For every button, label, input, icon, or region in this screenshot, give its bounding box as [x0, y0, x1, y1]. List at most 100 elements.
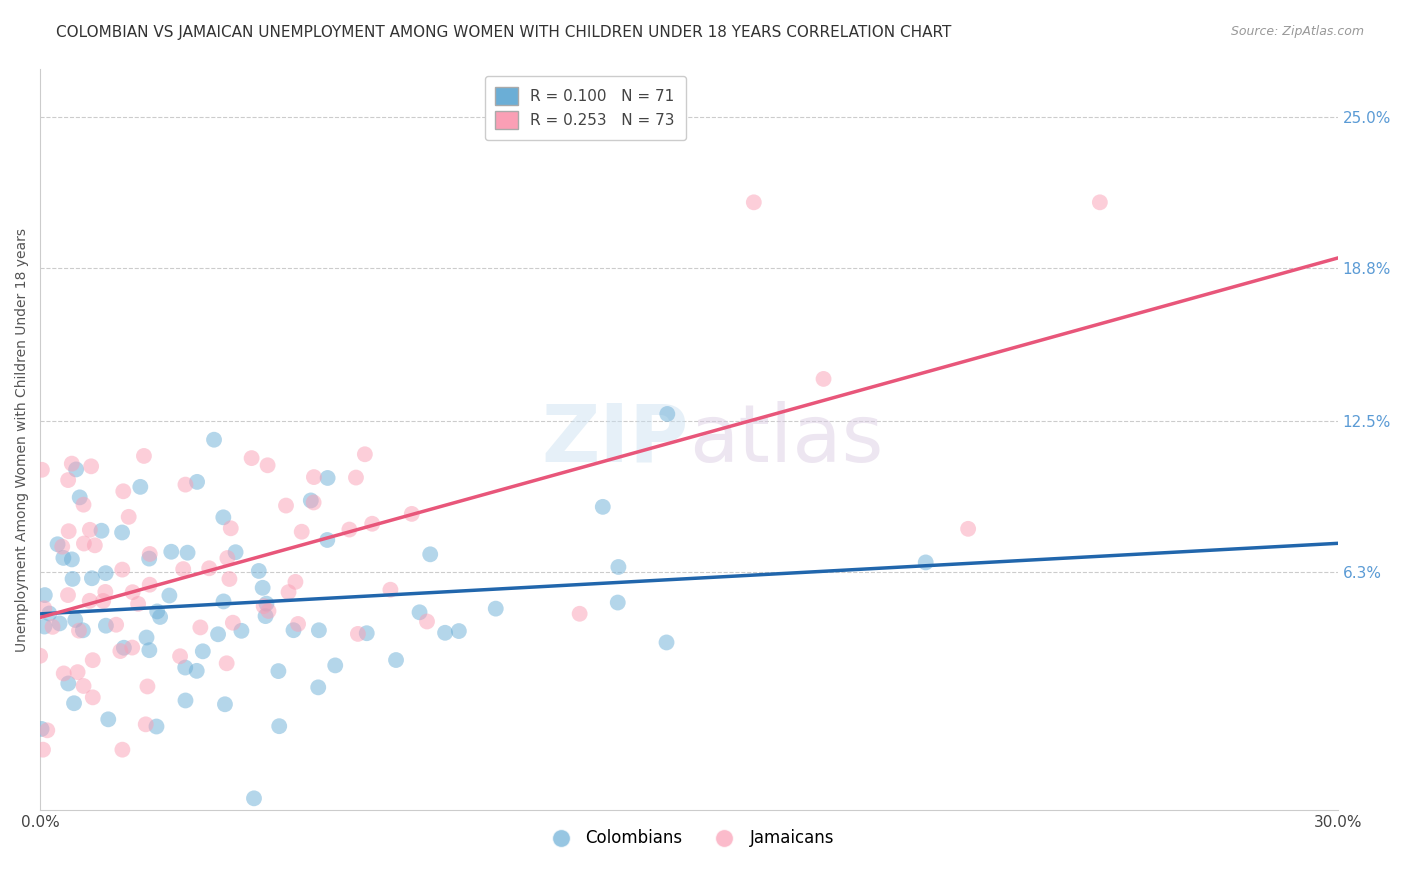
- Point: [38, 607, 60, 621]
- Point: [212, 594, 235, 608]
- Point: [48, 616, 70, 631]
- Point: [111, 742, 134, 756]
- Point: [52, 550, 75, 565]
- Point: [299, 493, 322, 508]
- Point: [72, 679, 94, 693]
- Point: [606, 595, 628, 609]
- Point: [316, 533, 339, 547]
- Point: [80, 571, 103, 585]
- Point: [31, 722, 53, 736]
- Point: [34, 619, 56, 633]
- Point: [82, 653, 104, 667]
- Point: [323, 658, 346, 673]
- Point: [212, 510, 235, 524]
- Point: [94, 566, 117, 581]
- Point: [252, 581, 274, 595]
- Point: [253, 599, 276, 614]
- Point: [231, 624, 253, 638]
- Point: [434, 625, 457, 640]
- Point: [138, 578, 160, 592]
- Point: [207, 627, 229, 641]
- Text: ZIP: ZIP: [541, 401, 689, 478]
- Text: COLOMBIAN VS JAMAICAN UNEMPLOYMENT AMONG WOMEN WITH CHILDREN UNDER 18 YEARS CORR: COLOMBIAN VS JAMAICAN UNEMPLOYMENT AMONG…: [56, 25, 952, 40]
- Point: [957, 522, 980, 536]
- Point: [188, 620, 211, 634]
- Point: [121, 585, 143, 599]
- Point: [160, 545, 183, 559]
- Point: [291, 524, 314, 539]
- Point: [46, 537, 69, 551]
- Point: [287, 616, 309, 631]
- Point: [58, 524, 80, 539]
- Point: [254, 609, 277, 624]
- Point: [243, 791, 266, 805]
- Point: [174, 660, 197, 674]
- Point: [41, 620, 63, 634]
- Point: [385, 653, 408, 667]
- Point: [202, 433, 225, 447]
- Point: [813, 372, 835, 386]
- Point: [69, 491, 91, 505]
- Point: [135, 631, 157, 645]
- Point: [118, 509, 141, 524]
- Point: [72, 624, 94, 638]
- Point: [283, 624, 305, 638]
- Point: [655, 635, 678, 649]
- Point: [256, 458, 278, 473]
- Point: [52, 666, 75, 681]
- Point: [79, 594, 101, 608]
- Point: [149, 610, 172, 624]
- Point: [110, 644, 132, 658]
- Point: [447, 624, 470, 638]
- Point: [186, 475, 208, 489]
- Point: [169, 649, 191, 664]
- Point: [83, 538, 105, 552]
- Point: [94, 618, 117, 632]
- Point: [94, 585, 117, 599]
- Point: [138, 643, 160, 657]
- Point: [485, 601, 508, 615]
- Point: [129, 480, 152, 494]
- Point: [356, 626, 378, 640]
- Point: [145, 719, 167, 733]
- Point: [82, 690, 104, 705]
- Point: [66, 665, 89, 680]
- Point: [742, 195, 765, 210]
- Point: [198, 561, 221, 575]
- Point: [657, 407, 679, 421]
- Point: [914, 556, 936, 570]
- Point: [105, 617, 128, 632]
- Point: [269, 719, 291, 733]
- Point: [146, 604, 169, 618]
- Point: [176, 546, 198, 560]
- Point: [65, 462, 87, 476]
- Point: [30, 648, 52, 663]
- Point: [219, 521, 242, 535]
- Point: [174, 693, 197, 707]
- Point: [111, 525, 134, 540]
- Point: [186, 664, 208, 678]
- Point: [72, 498, 94, 512]
- Point: [32, 601, 55, 615]
- Point: [222, 615, 245, 630]
- Point: [60, 457, 83, 471]
- Point: [34, 588, 56, 602]
- Point: [56, 473, 79, 487]
- Point: [568, 607, 591, 621]
- Point: [354, 447, 377, 461]
- Point: [56, 588, 79, 602]
- Point: [112, 640, 135, 655]
- Point: [361, 516, 384, 531]
- Point: [257, 604, 280, 618]
- Point: [225, 545, 247, 559]
- Point: [97, 712, 120, 726]
- Point: [380, 582, 402, 597]
- Point: [73, 536, 96, 550]
- Point: [408, 605, 430, 619]
- Point: [51, 540, 73, 554]
- Point: [58, 676, 80, 690]
- Point: [1088, 195, 1111, 210]
- Point: [284, 574, 307, 589]
- Text: atlas: atlas: [689, 401, 883, 478]
- Text: Source: ZipAtlas.com: Source: ZipAtlas.com: [1230, 25, 1364, 38]
